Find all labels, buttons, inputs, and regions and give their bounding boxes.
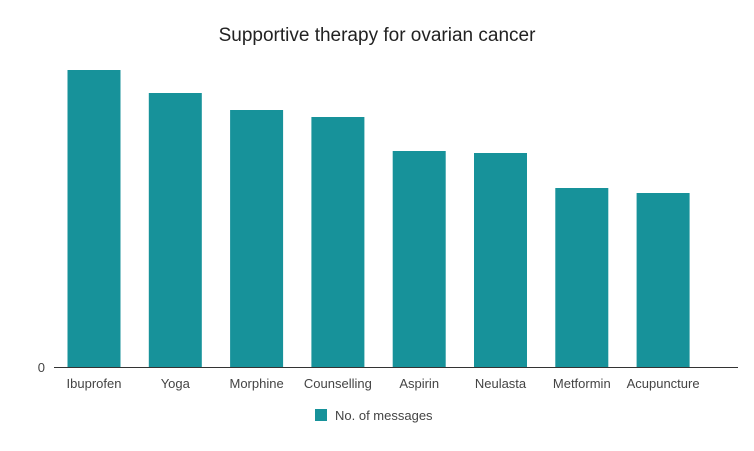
chart-title: Supportive therapy for ovarian cancer (219, 25, 537, 46)
bar-metformin (555, 188, 609, 367)
bar-yoga (148, 93, 202, 367)
x-tick-label: Morphine (229, 376, 283, 391)
legend-label: No. of messages (335, 408, 433, 423)
bar-aspirin (392, 151, 446, 367)
x-tick-label: Ibuprofen (67, 376, 122, 391)
bar-ibuprofen (67, 70, 121, 367)
x-tick-label: Acupuncture (627, 376, 700, 391)
legend-swatch (315, 409, 327, 421)
bar-morphine (230, 110, 284, 367)
x-tick-label: Neulasta (475, 376, 527, 391)
bar-neulasta (474, 153, 527, 367)
x-tick-label: Counselling (304, 376, 372, 391)
x-tick-label: Yoga (161, 376, 191, 391)
x-tick-label: Aspirin (399, 376, 439, 391)
x-tick-label: Metformin (553, 376, 611, 391)
bar-acupuncture (636, 193, 690, 367)
y-tick-label: 0 (38, 360, 45, 375)
bar-counselling (311, 117, 365, 367)
